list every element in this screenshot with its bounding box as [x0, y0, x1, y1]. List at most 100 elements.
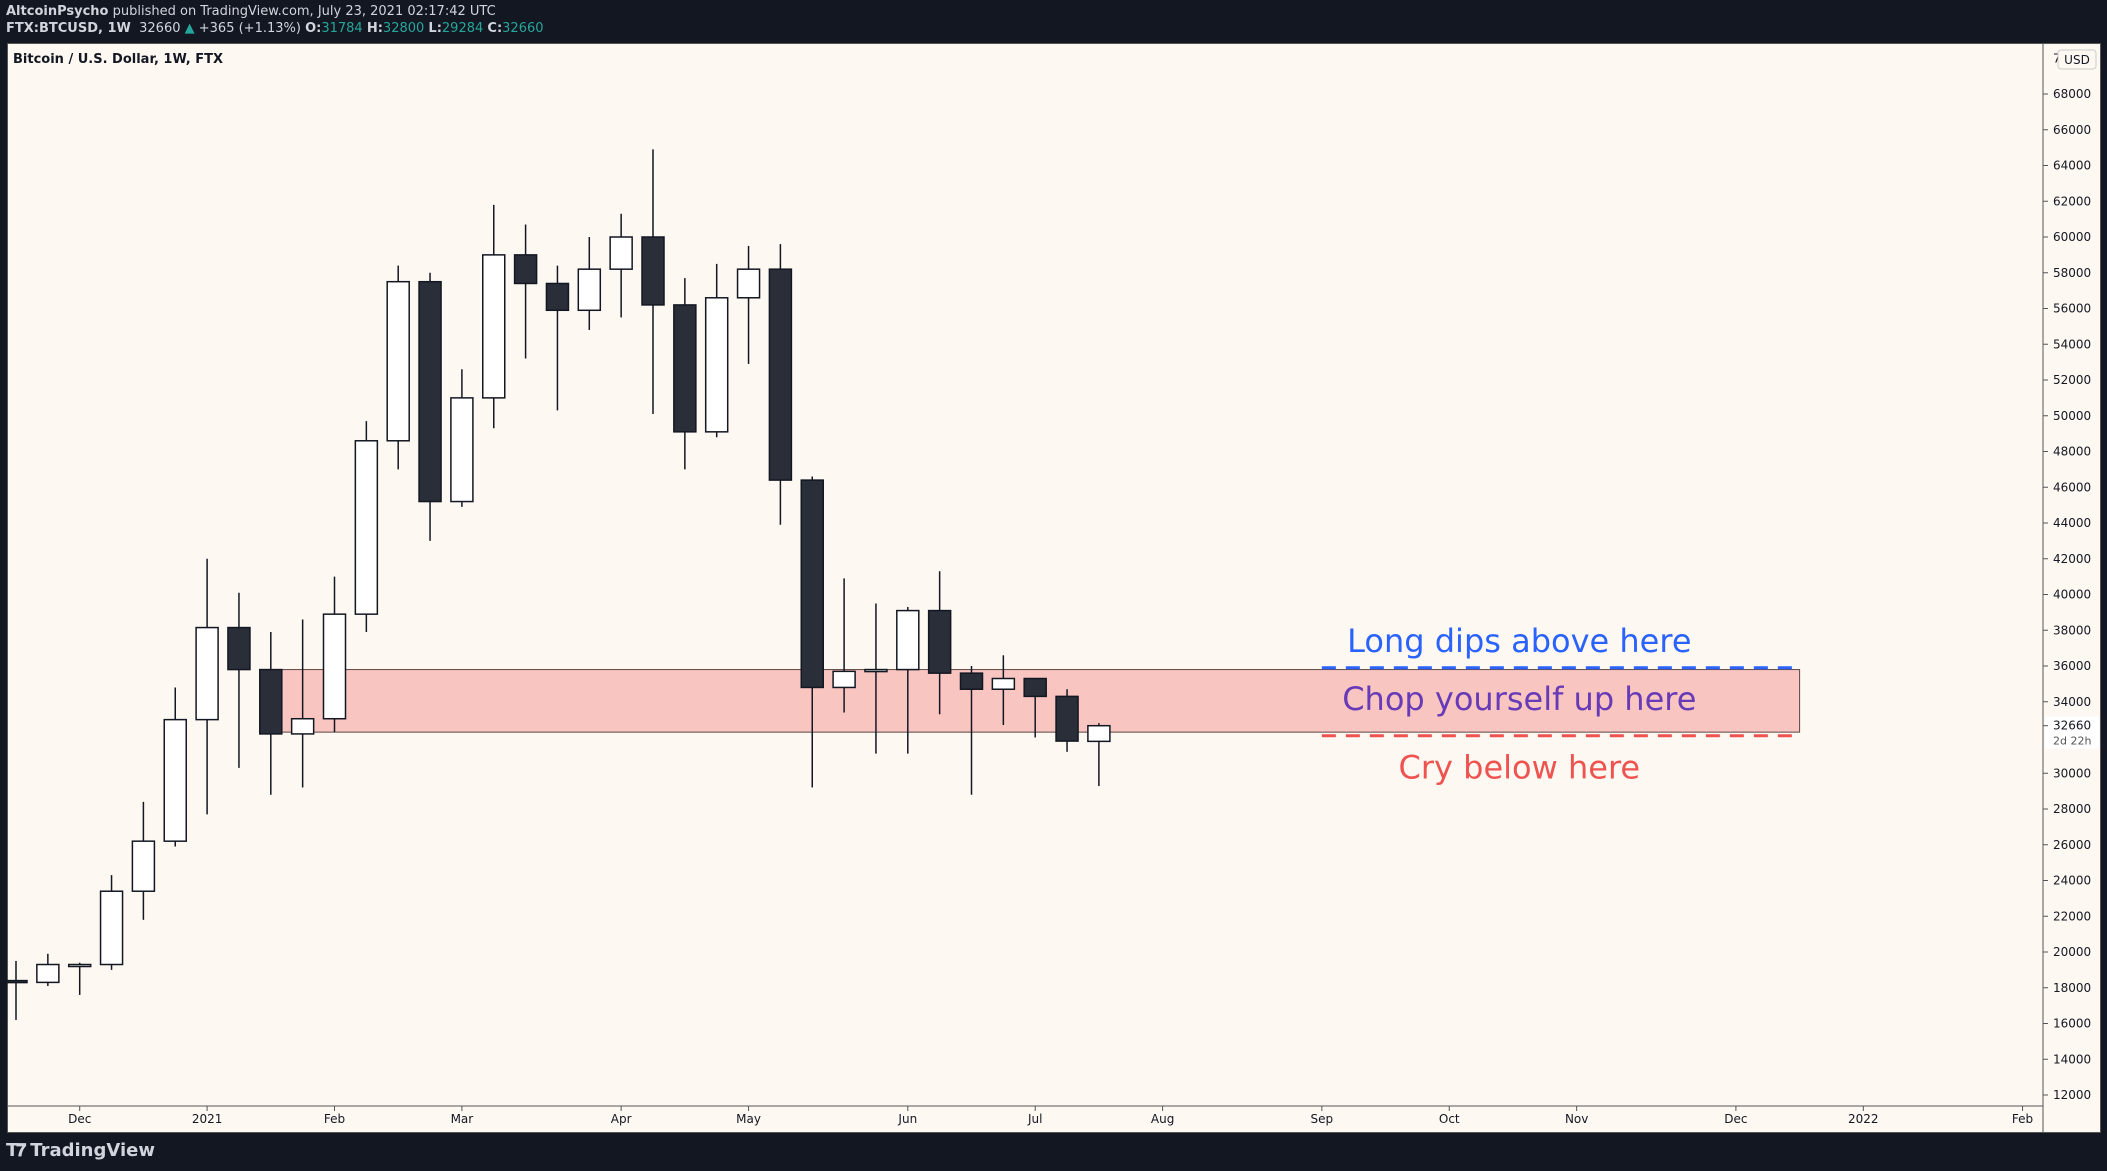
bull-candle — [99, 890, 124, 966]
open-value: 31784 — [321, 21, 363, 36]
time-tick-label: Dec — [68, 1112, 91, 1126]
bull-candle — [36, 963, 60, 984]
open-label: O: — [305, 21, 322, 36]
price-tick-label: 52000 — [2053, 373, 2091, 387]
bull-candle — [482, 254, 506, 399]
bear-candle — [1023, 677, 1047, 698]
annotation-text: Cry below here — [1399, 748, 1641, 786]
tradingview-logo-icon: T𝟕 — [6, 1140, 26, 1161]
price-tick-label: 42000 — [2053, 552, 2091, 566]
time-tick-label: Nov — [1565, 1112, 1588, 1126]
time-tick-label: Feb — [324, 1112, 345, 1126]
time-tick-label: Sep — [1311, 1112, 1334, 1126]
price-tick-label: 62000 — [2053, 194, 2091, 208]
bear-candle — [673, 304, 697, 433]
price-tick-label: 64000 — [2053, 159, 2091, 173]
currency-button[interactable] — [2057, 49, 2097, 70]
bear-candle — [227, 626, 251, 671]
bull-candle — [991, 677, 1016, 690]
time-tick-label: Jul — [1027, 1112, 1042, 1126]
bear-candle — [418, 280, 442, 503]
publish-text: published on TradingView.com, July 23, 2… — [112, 4, 496, 19]
time-tick-label: 2022 — [1848, 1112, 1879, 1126]
price-tick-label: 46000 — [2053, 480, 2091, 494]
last-price-label: 32660 — [2053, 719, 2091, 733]
footer: T𝟕 TradingView — [6, 1140, 155, 1161]
price-tick-label: 38000 — [2053, 623, 2091, 637]
countdown-label: 2d 22h — [2053, 735, 2091, 748]
price-tick-label: 34000 — [2053, 695, 2091, 709]
bear-candle — [800, 479, 824, 689]
bear-candle — [545, 282, 570, 312]
bear-candle — [513, 254, 538, 285]
price-tick-label: 18000 — [2053, 981, 2091, 995]
time-tick-label: Feb — [2012, 1112, 2033, 1126]
bull-candle — [1087, 724, 1111, 743]
last-price-box — [2045, 716, 2099, 749]
time-tick-label: 2021 — [192, 1112, 223, 1126]
time-tick-label: Mar — [451, 1112, 474, 1126]
bear-candle — [4, 979, 28, 984]
publish-info: AltcoinPsycho published on TradingView.c… — [6, 4, 496, 19]
low-label: L: — [428, 21, 442, 36]
price-tick-label: 50000 — [2053, 409, 2091, 423]
price-tick-label: 60000 — [2053, 230, 2091, 244]
bull-candle — [577, 268, 602, 312]
bull-candle — [704, 297, 729, 433]
price-tick-label: 58000 — [2053, 266, 2091, 280]
price-tick-label: 48000 — [2053, 445, 2091, 459]
bull-candle — [386, 280, 410, 442]
price-tick-label: 30000 — [2053, 766, 2091, 780]
price-tick-label: 40000 — [2053, 588, 2091, 602]
price-tick-label: 24000 — [2053, 874, 2091, 888]
currency-label: USD — [2064, 53, 2090, 67]
high-label: H: — [366, 21, 383, 36]
bull-candle — [832, 670, 856, 689]
price-tick-label: 20000 — [2053, 945, 2091, 959]
chart-title: Bitcoin / U.S. Dollar, 1W, FTX — [13, 52, 223, 67]
bull-candle — [131, 840, 156, 892]
close-value: 32660 — [502, 21, 544, 36]
price-tick-label: 44000 — [2053, 516, 2091, 530]
up-triangle-icon: ▲ — [184, 21, 195, 36]
bear-candle — [959, 672, 984, 690]
bull-candle — [322, 613, 347, 720]
low-value: 29284 — [441, 21, 484, 36]
author-name[interactable]: AltcoinPsycho — [6, 4, 109, 19]
time-tick-label: Oct — [1439, 1112, 1460, 1126]
bull-candle — [195, 626, 219, 721]
price-tick-label: 22000 — [2053, 909, 2091, 923]
close-label: C: — [487, 21, 503, 36]
price-tick-label: 14000 — [2053, 1052, 2091, 1066]
last-price: 32660 — [139, 21, 181, 36]
time-tick-label: Aug — [1151, 1112, 1174, 1126]
annotation-text: Long dips above here — [1347, 622, 1691, 660]
time-tick-label: Jun — [897, 1112, 917, 1126]
bull-candle — [450, 397, 474, 503]
bull-candle — [609, 236, 633, 270]
price-tick-label: 68000 — [2053, 87, 2091, 101]
price-tick-label: 12000 — [2053, 1088, 2091, 1102]
bull-candle — [896, 609, 920, 671]
bull-candle — [736, 268, 761, 299]
bull-candle — [290, 717, 315, 735]
time-tick-label: Dec — [1724, 1112, 1747, 1126]
tradingview-logo-text: TradingView — [30, 1140, 155, 1161]
bear-candle — [927, 609, 952, 674]
bull-candle — [864, 668, 888, 673]
symbol: FTX:BTCUSD, 1W — [6, 21, 131, 36]
time-tick-label: Apr — [611, 1112, 632, 1126]
change: +365 (+1.13%) — [198, 21, 301, 36]
bull-candle — [163, 718, 187, 842]
annotation-text: Chop yourself up here — [1342, 680, 1696, 718]
price-tick-label: 26000 — [2053, 838, 2091, 852]
price-tick-label-partial: 7 — [2053, 51, 2061, 65]
time-tick-label: May — [736, 1112, 761, 1126]
bull-candle — [354, 440, 379, 615]
price-tick-label: 16000 — [2053, 1017, 2091, 1031]
price-tick-label: 28000 — [2053, 802, 2091, 816]
ohlc-bar: FTX:BTCUSD, 1W 32660 ▲ +365 (+1.13%) O:3… — [6, 21, 544, 36]
bear-candle — [768, 268, 793, 481]
bear-candle — [641, 236, 665, 306]
